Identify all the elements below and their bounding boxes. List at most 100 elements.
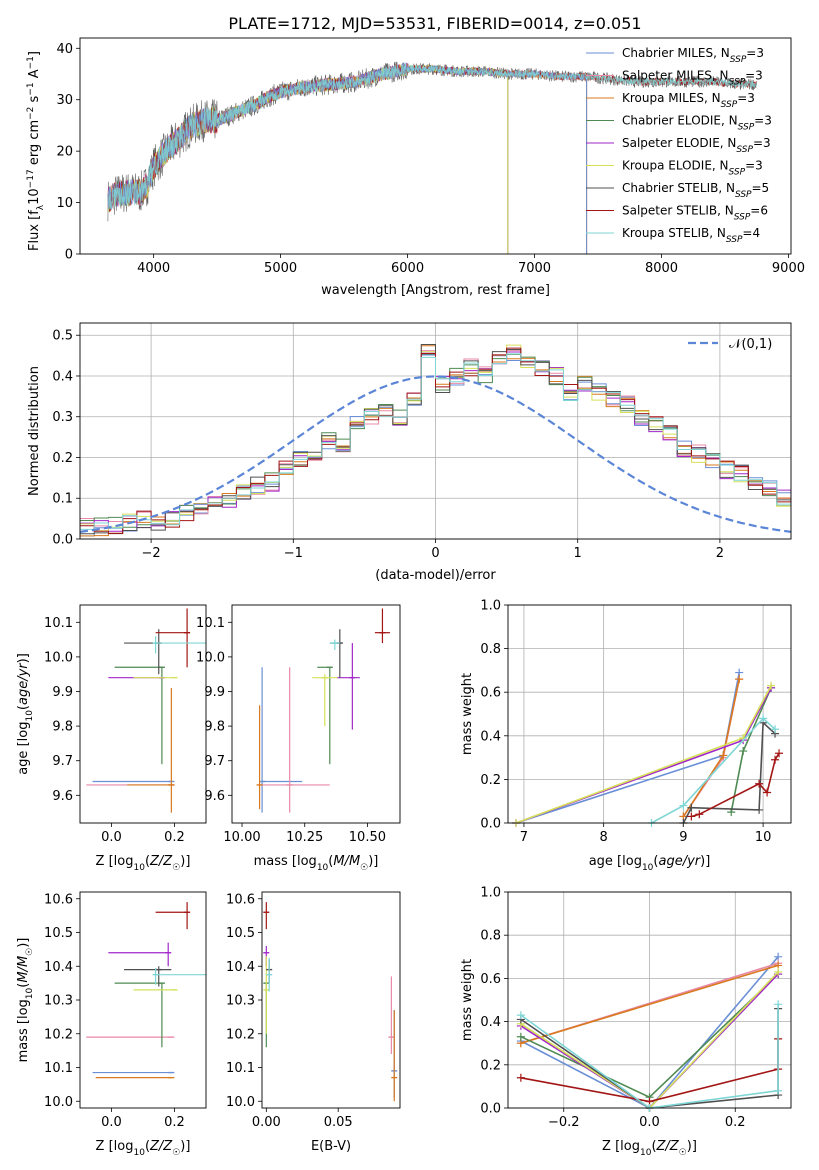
y-tick-label: 0.1 bbox=[52, 492, 73, 507]
x-tick-label: 0.2 bbox=[164, 830, 185, 845]
y-tick-label: 10.3 bbox=[44, 994, 73, 1009]
x-tick-label: 9000 bbox=[772, 261, 805, 276]
y-tick-label: 0.5 bbox=[52, 329, 73, 344]
weight-marker-salpeter-stelib bbox=[771, 755, 780, 764]
figure-title: PLATE=1712, MJD=53531, FIBERID=0014, z=0… bbox=[228, 14, 641, 33]
weight-line-chabrier-elodie bbox=[730, 687, 772, 813]
x-axis-label: Z [log10(Z/Z☉)] bbox=[602, 1139, 697, 1158]
x-tick-label: 8000 bbox=[645, 261, 678, 276]
x-axis-label: E(B-V) bbox=[311, 1139, 351, 1154]
legend-label-kroupa-stelib: Kroupa STELIB, NSSP=4 bbox=[622, 226, 760, 245]
axes-frame bbox=[231, 604, 401, 824]
y-tick-label: 10.2 bbox=[44, 1027, 73, 1042]
x-tick-label: 0.00 bbox=[252, 1115, 281, 1130]
residual-histogram-panel: −2 −1 0 1 2 0.0 0.1 0.2 0.3 0.4 0.5 𝒩(0,1) (data-mod… bbox=[27, 322, 792, 583]
y-axis-label: Flux [fλ10−17 erg cm−2 s−1 A−1] bbox=[26, 51, 46, 251]
y-tick-label: 9.7 bbox=[52, 754, 73, 769]
weight-marker-chabrier-stelib bbox=[687, 803, 696, 812]
weight-marker-salpeter-stelib bbox=[775, 749, 784, 758]
x-tick-label: 0.0 bbox=[639, 1115, 660, 1130]
y-tick-label: 9.8 bbox=[52, 720, 73, 735]
weight-marker-chabrier-elodie bbox=[739, 747, 748, 756]
weight-marker-chabrier-elodie bbox=[516, 1032, 525, 1041]
age-vs-mass-panel: 10.00 10.25 10.50 9.6 9.7 9.8 9.9 10.0 10.1 mass … bbox=[196, 604, 401, 873]
y-tick-label: 10.5 bbox=[44, 926, 73, 941]
y-tick-label: 0.4 bbox=[480, 729, 501, 744]
y-tick-label: 10.3 bbox=[226, 994, 255, 1009]
weight-line-kroupa-stelib bbox=[520, 1004, 779, 1108]
y-tick-label: 10 bbox=[56, 196, 73, 211]
y-tick-label: 10.2 bbox=[226, 1027, 255, 1042]
y-tick-label: 10.6 bbox=[226, 892, 255, 907]
legend-label-chabrier-elodie: Chabrier ELODIE, NSSP=3 bbox=[622, 114, 772, 133]
weight-marker-kroupa-stelib bbox=[771, 725, 780, 734]
y-tick-label: 0.2 bbox=[480, 1058, 501, 1073]
weight-marker-salpeter-stelib bbox=[695, 810, 704, 819]
y-tick-label: 9.9 bbox=[52, 685, 73, 700]
y-tick-label: 30 bbox=[56, 93, 73, 108]
y-tick-label: 10.0 bbox=[196, 650, 225, 665]
y-tick-label: 0.4 bbox=[52, 369, 73, 384]
x-tick-label: 10.00 bbox=[223, 830, 260, 845]
weight-marker-kroupa-stelib bbox=[679, 801, 688, 810]
weight-marker-kroupa-miles bbox=[735, 675, 744, 684]
y-tick-label: 10.1 bbox=[44, 1061, 73, 1076]
x-tick-label: 8 bbox=[600, 830, 608, 845]
legend-label-chabrier-miles: Chabrier MILES, NSSP=3 bbox=[622, 46, 764, 65]
weight-marker-kroupa-stelib bbox=[759, 714, 768, 723]
x-axis-label: age [log10(age/yr)] bbox=[589, 854, 711, 873]
axes-frame bbox=[79, 891, 207, 1109]
x-tick-label: 2 bbox=[716, 546, 724, 561]
x-tick-label: 6000 bbox=[391, 261, 424, 276]
x-tick-label: 10.25 bbox=[286, 830, 323, 845]
x-tick-label: −2 bbox=[142, 546, 161, 561]
weight-marker-salpeter-stelib bbox=[687, 812, 696, 821]
weight-marker-kroupa-stelib bbox=[516, 1011, 525, 1020]
mass-vs-ebv-panel: 0.00 0.05 10.0 10.1 10.2 10.3 10.4 10.5 10.6 E(B-… bbox=[226, 891, 401, 1154]
y-tick-label: 1.0 bbox=[480, 886, 501, 901]
y-axis-label: mass weight bbox=[460, 959, 475, 1041]
y-tick-label: 0.4 bbox=[480, 1015, 501, 1030]
x-axis-label: mass [log10(M/M☉)] bbox=[254, 854, 379, 873]
x-tick-label: 10 bbox=[755, 830, 772, 845]
axes-frame bbox=[507, 604, 792, 824]
x-axis-label: (data-model)/error bbox=[375, 568, 496, 583]
weight-marker-kroupa-elodie bbox=[774, 967, 783, 976]
weight-marker-salpeter-stelib bbox=[763, 788, 772, 797]
x-tick-label: 0.2 bbox=[725, 1115, 746, 1130]
x-tick-label: 0.2 bbox=[164, 1115, 185, 1130]
weight-marker-kroupa-elodie bbox=[767, 681, 776, 690]
y-tick-label: 9.8 bbox=[204, 720, 225, 735]
legend-label-kroupa-miles: Kroupa MILES, NSSP=3 bbox=[622, 91, 755, 110]
x-tick-label: 10.50 bbox=[349, 830, 386, 845]
x-tick-label: 5000 bbox=[264, 261, 297, 276]
weight-marker-salpeter-stelib bbox=[516, 1073, 525, 1082]
axes-frame bbox=[79, 604, 207, 824]
y-tick-label: 0.2 bbox=[52, 451, 73, 466]
y-tick-label: 0.6 bbox=[480, 972, 501, 987]
legend-label-kroupa-elodie: Kroupa ELODIE, NSSP=3 bbox=[622, 159, 763, 178]
x-tick-label: 0.0 bbox=[101, 830, 122, 845]
y-tick-label: 9.6 bbox=[204, 789, 225, 804]
y-tick-label: 10.6 bbox=[44, 892, 73, 907]
x-tick-label: 0 bbox=[431, 546, 439, 561]
weight-line-salpeter-elodie bbox=[520, 973, 779, 1108]
legend-label-salpeter-miles: Salpeter MILES, NSSP=3 bbox=[622, 69, 763, 88]
x-tick-label: 7 bbox=[520, 830, 528, 845]
y-tick-label: 10.0 bbox=[44, 650, 73, 665]
y-tick-label: 9.9 bbox=[204, 685, 225, 700]
y-tick-label: 10.1 bbox=[44, 616, 73, 631]
axes-frame bbox=[507, 891, 792, 1109]
axes-frame bbox=[261, 891, 401, 1109]
y-tick-label: 10.5 bbox=[226, 926, 255, 941]
spectrum-line-kroupa-stelib bbox=[107, 62, 757, 210]
axes-frame bbox=[79, 322, 792, 540]
weight-marker-chabrier-stelib bbox=[755, 805, 764, 814]
y-tick-label: 0.0 bbox=[480, 1102, 501, 1117]
y-tick-label: 1.0 bbox=[480, 599, 501, 614]
weight-line-kroupa-stelib bbox=[651, 717, 776, 823]
y-tick-label: 9.6 bbox=[52, 789, 73, 804]
y-tick-label: 0 bbox=[65, 248, 73, 263]
weight-marker-salpeter-stelib bbox=[755, 779, 764, 788]
